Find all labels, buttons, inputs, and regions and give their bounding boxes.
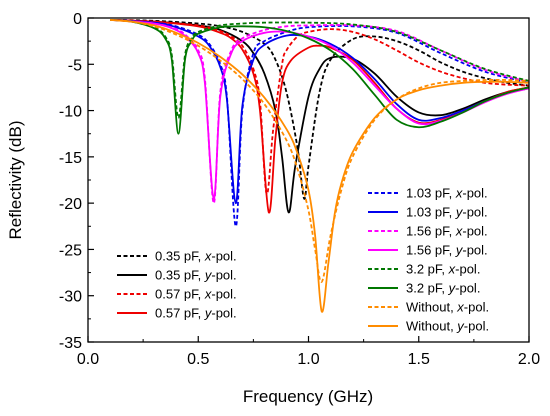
x-tick-label: 0.0 [77, 351, 99, 368]
y-tick-label: -25 [59, 242, 82, 259]
tick-layer: 0.0 0.5 1.0 1.5 2.0 0 -5 -10 -15 -20 -25 -30 -35 [59, 11, 540, 368]
series-layer [109, 18, 529, 313]
series-line-6 [109, 18, 529, 205]
legend-label: 3.2 pF, x-pol. [406, 262, 480, 277]
legend-right: 1.03 pF, x-pol. 1.03 pF, y-pol. 1.56 pF, x… [368, 186, 489, 334]
series-line-4 [109, 18, 529, 228]
y-tick-label: -35 [59, 335, 82, 352]
y-tick-label: -30 [59, 289, 82, 306]
series-line-5 [109, 18, 529, 205]
x-tick-label: 2.0 [518, 351, 540, 368]
legend-label: 3.2 pF, y-pol. [406, 281, 480, 296]
y-tick-label: -20 [59, 196, 82, 213]
legend-label: 0.57 pF, x-pol. [155, 287, 237, 302]
legend-layer: 0.35 pF, x-pol. 0.35 pF, y-pol. 0.57 pF, x… [117, 186, 489, 334]
x-tick-label: 1.0 [297, 351, 319, 368]
legend-label: 1.56 pF, x-pol. [406, 224, 488, 239]
legend-label: Without, x-pol. [406, 300, 489, 315]
series-line-8 [109, 18, 529, 119]
series-line-1 [110, 18, 529, 214]
legend-label: 0.35 pF, y-pol. [155, 268, 237, 283]
series-line-3 [110, 18, 529, 214]
x-tick-label: 0.5 [187, 351, 209, 368]
legend-bottom-left: 0.35 pF, x-pol. 0.35 pF, y-pol. 0.57 pF, x… [117, 249, 237, 321]
x-tick-label: 1.5 [408, 351, 430, 368]
x-axis-title: Frequency (GHz) [243, 387, 373, 406]
legend-label: 1.03 pF, x-pol. [406, 186, 488, 201]
y-tick-label: 0 [73, 11, 82, 28]
legend-label: Without, y-pol. [406, 319, 489, 334]
y-tick-label: -5 [68, 57, 82, 74]
legend-label: 1.03 pF, y-pol. [406, 205, 488, 220]
y-tick-label: -15 [59, 150, 82, 167]
y-axis-title: Reflectivity (dB) [6, 120, 25, 239]
y-tick-label: -10 [59, 104, 82, 121]
series-line-0 [110, 18, 529, 200]
series-line-2 [110, 18, 529, 195]
series-line-9 [109, 18, 529, 135]
legend-label: 0.57 pF, y-pol. [155, 306, 237, 321]
series-line-11 [109, 18, 529, 313]
legend-label: 0.35 pF, x-pol. [155, 249, 237, 264]
legend-label: 1.56 pF, y-pol. [406, 243, 488, 258]
